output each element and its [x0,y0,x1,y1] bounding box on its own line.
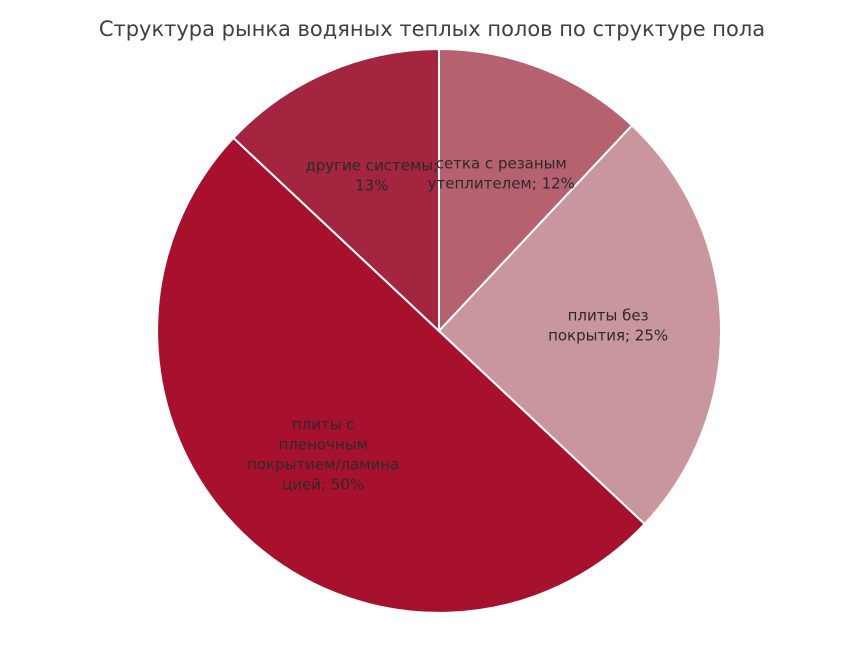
data-label: сетка с резаным утеплителем; 12% [428,154,575,192]
pie-slice [232,47,440,334]
pie-slice [438,47,634,334]
pie-slice [156,136,646,614]
data-label: плиты с пленочным покрытием/ламина цией; 50… [247,415,399,493]
chart-title: Структура рынка водяных теплых полов по … [99,17,765,41]
pie-slice [437,124,722,526]
data-label: плиты без покрытия; 25% [548,306,668,344]
data-label: другие системы; 13% [305,156,438,194]
